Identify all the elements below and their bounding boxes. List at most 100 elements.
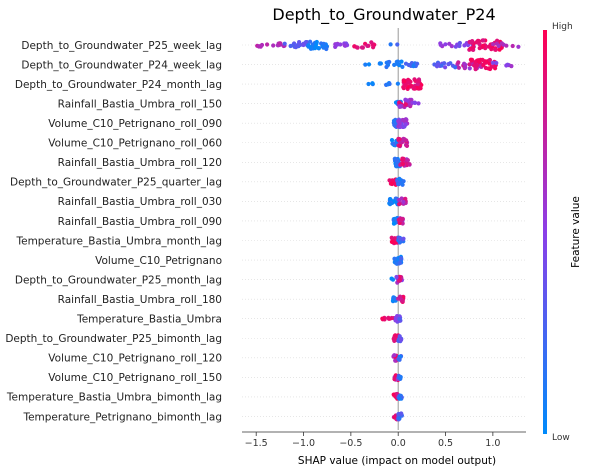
shap-point bbox=[397, 317, 402, 322]
shap-point bbox=[301, 42, 306, 48]
feature-label: Depth_to_Groundwater_P25_week_lag bbox=[21, 40, 222, 52]
shap-point bbox=[394, 274, 399, 280]
shap-point bbox=[335, 42, 340, 47]
shap-point bbox=[363, 62, 368, 67]
feature-label: Volume_C10_Petrignano bbox=[95, 255, 222, 267]
shap-point bbox=[288, 43, 293, 49]
x-tick-label: 1.0 bbox=[485, 438, 500, 449]
shap-point bbox=[434, 64, 440, 69]
shap-point bbox=[387, 178, 392, 183]
shap-point bbox=[393, 296, 398, 301]
shap-point bbox=[394, 162, 399, 167]
shap-point bbox=[399, 337, 404, 342]
shap-point bbox=[453, 65, 458, 70]
feature-label: Volume_C10_Petrignano_roll_090 bbox=[48, 118, 222, 130]
shap-point bbox=[393, 333, 398, 338]
shap-point bbox=[399, 181, 404, 186]
shap-point bbox=[480, 57, 485, 62]
shap-point bbox=[397, 202, 402, 207]
feature-label: Depth_to_Groundwater_P25_month_lag bbox=[15, 274, 222, 286]
shap-point bbox=[463, 65, 468, 70]
shap-point bbox=[467, 62, 472, 67]
shap-point bbox=[384, 60, 389, 65]
x-axis-ticks: −1.5 −1.0 −0.5 0.0 0.5 1.0 bbox=[245, 432, 500, 449]
shap-point bbox=[365, 43, 370, 49]
shap-point bbox=[416, 78, 421, 84]
shap-point bbox=[314, 39, 319, 45]
shap-point bbox=[456, 60, 461, 65]
shap-point bbox=[446, 62, 451, 67]
shap-point bbox=[271, 43, 276, 48]
shap-point bbox=[405, 98, 410, 103]
shap-point bbox=[403, 83, 408, 88]
shap-point bbox=[403, 61, 409, 66]
shap-point bbox=[397, 393, 402, 398]
shap-point bbox=[443, 42, 448, 47]
shap-point bbox=[400, 162, 405, 167]
shap-point bbox=[494, 60, 499, 66]
shap-point bbox=[359, 45, 365, 50]
shap-point bbox=[468, 57, 473, 62]
shap-point bbox=[391, 221, 397, 226]
shap-point bbox=[510, 43, 515, 49]
shap-point bbox=[399, 59, 404, 64]
shap-point bbox=[438, 42, 443, 48]
shap-point bbox=[402, 79, 407, 84]
shap-point bbox=[366, 81, 371, 87]
shap-point bbox=[401, 199, 406, 205]
feature-label: Rainfall_Bastia_Umbra_roll_180 bbox=[58, 294, 222, 306]
feature-label: Depth_to_Groundwater_P25_quarter_lag bbox=[10, 177, 222, 189]
feature-label: Volume_C10_Petrignano_roll_150 bbox=[48, 372, 222, 384]
shap-point bbox=[404, 143, 410, 148]
shap-point bbox=[509, 64, 514, 69]
shap-point bbox=[406, 80, 412, 85]
feature-label: Depth_to_Groundwater_P24_month_lag bbox=[15, 79, 222, 91]
shap-point bbox=[396, 411, 401, 417]
feature-label: Depth_to_Groundwater_P24_week_lag bbox=[21, 59, 222, 71]
shap-point bbox=[412, 100, 417, 105]
shap-point bbox=[496, 43, 501, 49]
shap-point bbox=[388, 42, 393, 47]
feature-label: Temperature_Bastia_Umbra bbox=[76, 314, 222, 326]
shap-point bbox=[405, 158, 410, 163]
shap-point bbox=[491, 42, 496, 47]
shap-point bbox=[388, 197, 393, 202]
colorbar-low-label: Low bbox=[552, 433, 570, 443]
shap-point bbox=[393, 240, 398, 245]
shap-point bbox=[385, 82, 390, 87]
row-gridlines bbox=[242, 44, 526, 417]
feature-label: Depth_to_Groundwater_P25_bimonth_lag bbox=[5, 333, 222, 345]
feature-label: Rainfall_Bastia_Umbra_roll_090 bbox=[58, 216, 222, 228]
shap-point bbox=[395, 81, 400, 86]
colorbar-high-label: High bbox=[552, 22, 573, 32]
shap-point bbox=[493, 47, 498, 52]
shap-point bbox=[387, 316, 392, 321]
shap-point bbox=[390, 277, 396, 282]
shap-point bbox=[397, 240, 402, 245]
shap-point bbox=[456, 65, 461, 70]
shap-point bbox=[401, 236, 406, 241]
shap-point bbox=[380, 316, 385, 321]
shap-point bbox=[397, 137, 402, 142]
shap-point bbox=[400, 117, 405, 123]
shap-point bbox=[316, 46, 321, 51]
shap-point bbox=[398, 294, 403, 299]
shap-point bbox=[313, 46, 318, 51]
shap-point bbox=[499, 41, 504, 46]
chart-title: Depth_to_Groundwater_P24 bbox=[272, 5, 495, 25]
feature-label: Rainfall_Bastia_Umbra_roll_150 bbox=[58, 98, 222, 110]
shap-point bbox=[397, 357, 402, 362]
shap-point bbox=[384, 64, 389, 70]
shap-point bbox=[467, 66, 472, 71]
shap-point bbox=[400, 298, 405, 303]
feature-labels: Depth_to_Groundwater_P25_week_lag Depth_t… bbox=[5, 40, 222, 423]
feature-label: Volume_C10_Petrignano_roll_060 bbox=[48, 138, 222, 150]
shap-point bbox=[418, 84, 423, 89]
shap-point bbox=[415, 61, 420, 66]
shap-point bbox=[396, 182, 401, 187]
shap-point bbox=[396, 119, 401, 124]
shap-point bbox=[370, 81, 375, 86]
shap-point bbox=[395, 62, 400, 67]
feature-label: Volume_C10_Petrignano_roll_120 bbox=[48, 353, 222, 365]
